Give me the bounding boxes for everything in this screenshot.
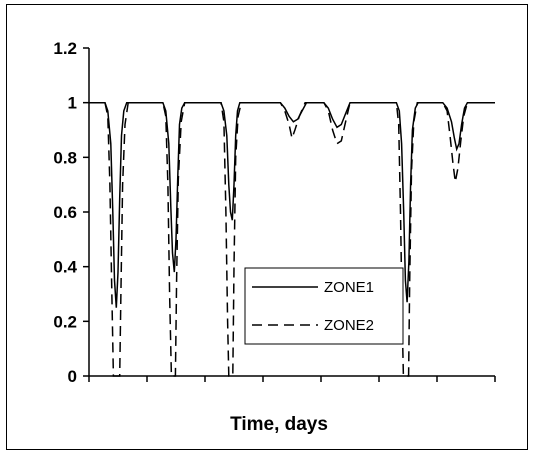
y-tick-label: 0 xyxy=(68,367,77,386)
x-axis-title: Time, days xyxy=(230,414,328,435)
y-tick-label: 0.8 xyxy=(53,148,77,167)
y-ticks: 0 0.2 0.4 0.6 0.8 1 1.2 xyxy=(53,39,89,386)
y-tick-label: 0.2 xyxy=(53,312,77,331)
y-tick-label: 0.4 xyxy=(53,258,77,277)
legend-label-zone1: ZONE1 xyxy=(324,279,374,296)
y-tick-label: 1 xyxy=(68,94,77,113)
series-line-zone2 xyxy=(89,101,495,377)
y-tick-label: 0.6 xyxy=(53,203,77,222)
legend-box xyxy=(244,267,404,345)
axes: 0 0.2 0.4 0.6 0.8 1 1.2 xyxy=(53,39,496,386)
legend: ZONE1 ZONE2 xyxy=(244,267,404,345)
y-tick-label: 1.2 xyxy=(53,39,77,58)
legend-label-zone2: ZONE2 xyxy=(324,317,374,334)
plot-lines xyxy=(89,101,495,377)
x-ticks xyxy=(88,376,496,382)
